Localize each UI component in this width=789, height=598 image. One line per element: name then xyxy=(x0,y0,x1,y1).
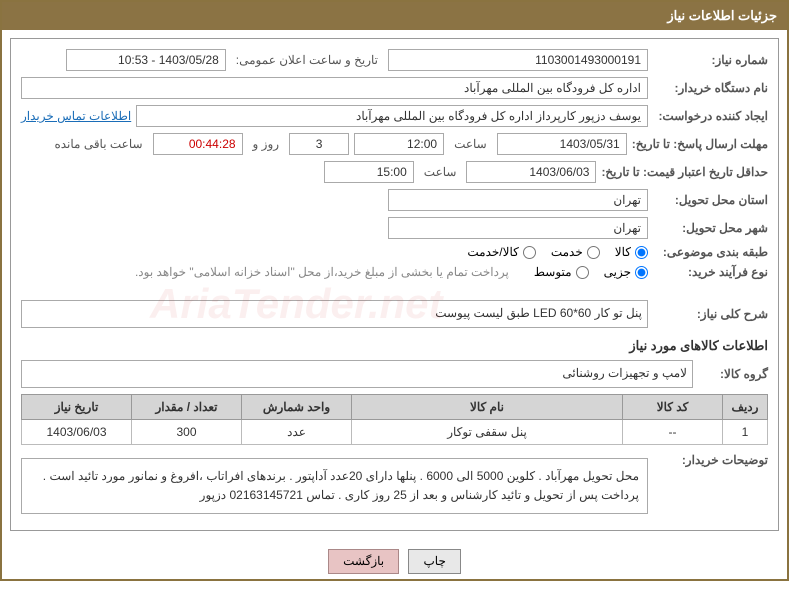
process-label: نوع فرآیند خرید: xyxy=(653,265,768,279)
panel-header: جزئیات اطلاعات نیاز xyxy=(2,2,787,30)
need-number-label: شماره نیاز: xyxy=(653,53,768,67)
process-radio-group: جزیی متوسط xyxy=(534,265,648,279)
th-unit: واحد شمارش xyxy=(242,395,352,420)
th-name: نام کالا xyxy=(352,395,623,420)
process-note: پرداخت تمام یا بخشی از مبلغ خرید،از محل … xyxy=(135,265,509,279)
main-panel: جزئیات اطلاعات نیاز شماره نیاز: 11030014… xyxy=(0,0,789,581)
radio-medium-label: متوسط xyxy=(534,265,572,279)
announce-date-field: 1403/05/28 - 10:53 xyxy=(66,49,226,71)
buyer-notes-label: توضیحات خریدار: xyxy=(653,453,768,467)
radio-service-label: خدمت xyxy=(551,245,583,259)
radio-goods-input[interactable] xyxy=(635,246,648,259)
price-validity-time-field: 15:00 xyxy=(324,161,414,183)
radio-minor-label: جزیی xyxy=(604,265,631,279)
response-deadline-label: مهلت ارسال پاسخ: تا تاریخ: xyxy=(632,137,768,151)
th-code: کد کالا xyxy=(623,395,723,420)
city-field: تهران xyxy=(388,217,648,239)
content-area: شماره نیاز: 1103001493000191 تاریخ و ساع… xyxy=(10,38,779,531)
cell-date: 1403/06/03 xyxy=(22,420,132,445)
radio-medium[interactable]: متوسط xyxy=(534,265,589,279)
group-field: لامپ و تجهیزات روشنائی xyxy=(21,360,693,388)
radio-service-input[interactable] xyxy=(587,246,600,259)
radio-goods-service[interactable]: کالا/خدمت xyxy=(467,245,535,259)
radio-goods[interactable]: کالا xyxy=(615,245,648,259)
province-field: تهران xyxy=(388,189,648,211)
category-label: طبقه بندی موضوعی: xyxy=(653,245,768,259)
group-label: گروه کالا: xyxy=(698,367,768,381)
print-button[interactable]: چاپ xyxy=(408,549,460,574)
items-section-title: اطلاعات کالاهای مورد نیاز xyxy=(21,338,768,354)
buyer-org-field: اداره کل فرودگاه بین المللی مهرآباد xyxy=(21,77,648,99)
province-label: استان محل تحویل: xyxy=(653,193,768,207)
days-and-label: روز و xyxy=(248,137,285,151)
items-table: ردیف کد کالا نام کالا واحد شمارش تعداد /… xyxy=(21,394,768,445)
requester-field: یوسف دزپور کارپرداز اداره کل فرودگاه بین… xyxy=(136,105,648,127)
cell-row: 1 xyxy=(723,420,768,445)
buyer-notes-field: محل تحویل مهرآباد . کلوین 5000 الی 6000 … xyxy=(21,458,648,514)
buyer-org-label: نام دستگاه خریدار: xyxy=(653,81,768,95)
hour-label-1: ساعت xyxy=(449,137,492,151)
city-label: شهر محل تحویل: xyxy=(653,221,768,235)
cell-name: پنل سقفی توکار xyxy=(352,420,623,445)
radio-goods-service-input[interactable] xyxy=(523,246,536,259)
radio-minor-input[interactable] xyxy=(635,266,648,279)
category-radio-group: کالا خدمت کالا/خدمت xyxy=(467,245,648,259)
response-time-field: 12:00 xyxy=(354,133,444,155)
back-button[interactable]: بازگشت xyxy=(328,549,399,574)
th-qty: تعداد / مقدار xyxy=(132,395,242,420)
days-remaining-field: 3 xyxy=(289,133,349,155)
th-row: ردیف xyxy=(723,395,768,420)
announce-date-label: تاریخ و ساعت اعلان عمومی: xyxy=(231,53,383,67)
radio-minor[interactable]: جزیی xyxy=(604,265,648,279)
countdown-field: 00:44:28 xyxy=(153,133,243,155)
footer-buttons: چاپ بازگشت xyxy=(2,539,787,579)
price-validity-date-field: 1403/06/03 xyxy=(466,161,596,183)
radio-goods-label: کالا xyxy=(615,245,631,259)
table-row: 1 -- پنل سقفی توکار عدد 300 1403/06/03 xyxy=(22,420,768,445)
response-date-field: 1403/05/31 xyxy=(497,133,627,155)
contact-link[interactable]: اطلاعات تماس خریدار xyxy=(21,109,131,123)
need-desc-label: شرح کلی نیاز: xyxy=(653,307,768,321)
cell-code: -- xyxy=(623,420,723,445)
radio-medium-input[interactable] xyxy=(576,266,589,279)
requester-label: ایجاد کننده درخواست: xyxy=(653,109,768,123)
hour-label-2: ساعت xyxy=(419,165,462,179)
price-validity-label: حداقل تاریخ اعتبار قیمت: تا تاریخ: xyxy=(601,165,768,179)
radio-goods-service-label: کالا/خدمت xyxy=(467,245,518,259)
remaining-label: ساعت باقی مانده xyxy=(49,137,147,151)
cell-qty: 300 xyxy=(132,420,242,445)
th-date: تاریخ نیاز xyxy=(22,395,132,420)
need-desc-field: پنل تو کار 60*60 LED طبق لیست پیوست xyxy=(21,300,648,328)
need-number-field: 1103001493000191 xyxy=(388,49,648,71)
radio-service[interactable]: خدمت xyxy=(551,245,600,259)
cell-unit: عدد xyxy=(242,420,352,445)
